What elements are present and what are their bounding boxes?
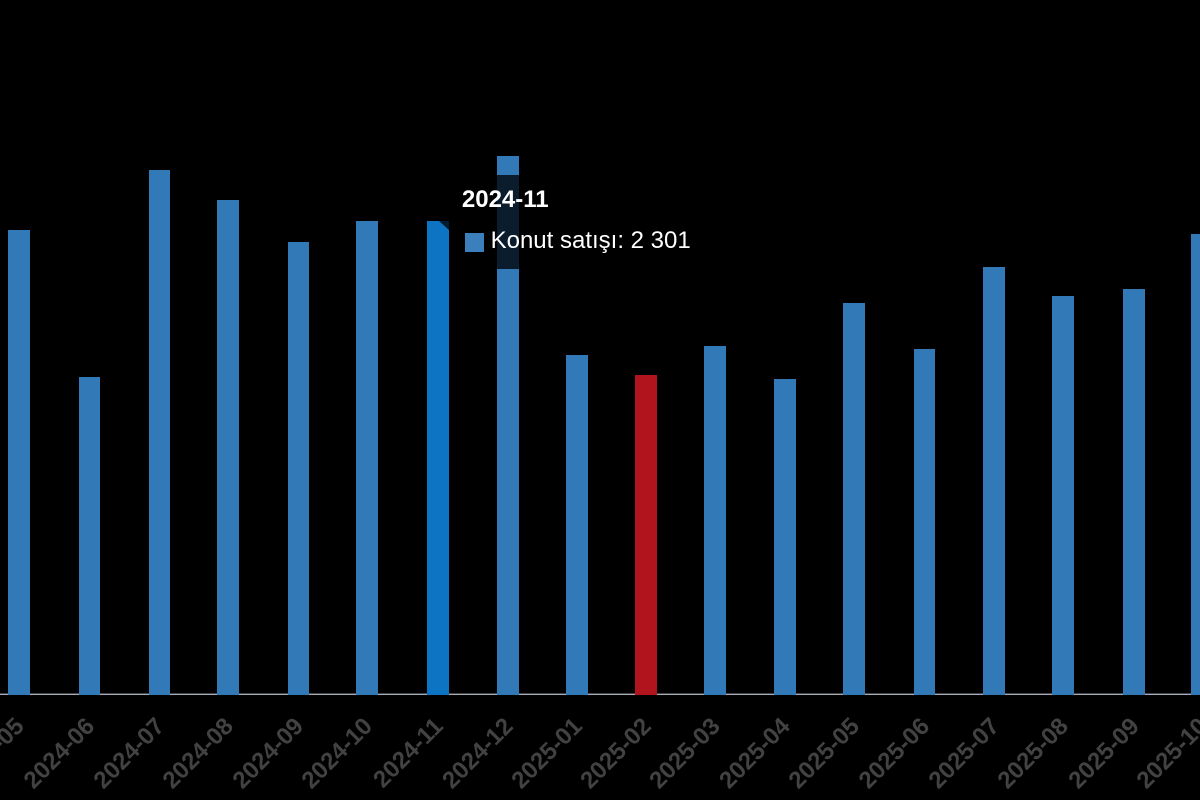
svg-text:2024-07: 2024-07 (89, 713, 170, 794)
svg-text:2024-08: 2024-08 (157, 713, 238, 794)
svg-text:2025-04: 2025-04 (714, 712, 796, 794)
svg-text:2025-01: 2025-01 (506, 713, 587, 794)
svg-text:2025-09: 2025-09 (1063, 713, 1144, 794)
svg-text:2025-02: 2025-02 (575, 713, 656, 794)
svg-text:2025-06: 2025-06 (854, 713, 935, 794)
svg-text:2025-05: 2025-05 (784, 713, 865, 794)
svg-text:2024-11: 2024-11 (368, 713, 448, 793)
svg-text:2025-08: 2025-08 (992, 713, 1073, 794)
svg-text:2024-09: 2024-09 (228, 713, 309, 794)
svg-text:2025-10: 2025-10 (1131, 713, 1200, 794)
svg-text:2024-12: 2024-12 (437, 713, 518, 794)
svg-text:2025-03: 2025-03 (644, 713, 725, 794)
svg-text:2024-10: 2024-10 (296, 713, 377, 794)
svg-text:2024-06: 2024-06 (19, 713, 100, 794)
svg-text:2025-07: 2025-07 (923, 713, 1004, 794)
